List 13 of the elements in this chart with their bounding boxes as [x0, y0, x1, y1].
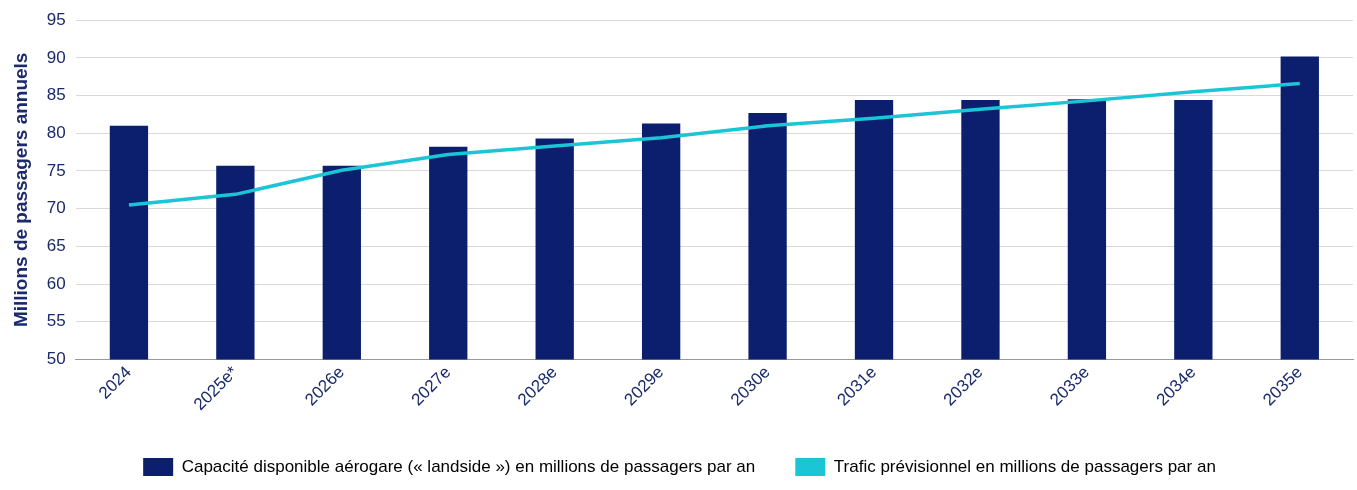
y-axis-title: Millions de passagers annuels [9, 52, 31, 328]
y-tick-label: 70 [46, 198, 66, 218]
y-tick-label: 90 [46, 47, 66, 67]
y-tick-label: 85 [46, 85, 66, 105]
y-tick-label: 55 [46, 311, 66, 331]
y-tick-label: 95 [46, 9, 66, 29]
y-tick-label: 60 [46, 273, 66, 293]
y-tick-label: 50 [46, 349, 66, 369]
legend-label: Capacité disponible aérogare (« landside ») en millions de passagers par an [181, 456, 756, 476]
y-tick-label: 75 [46, 160, 66, 180]
legend-label: Trafic prévisionnel en millions de passagers par an [833, 456, 1216, 476]
y-tick-label: 80 [46, 122, 66, 142]
y-tick-label: 65 [46, 236, 66, 256]
